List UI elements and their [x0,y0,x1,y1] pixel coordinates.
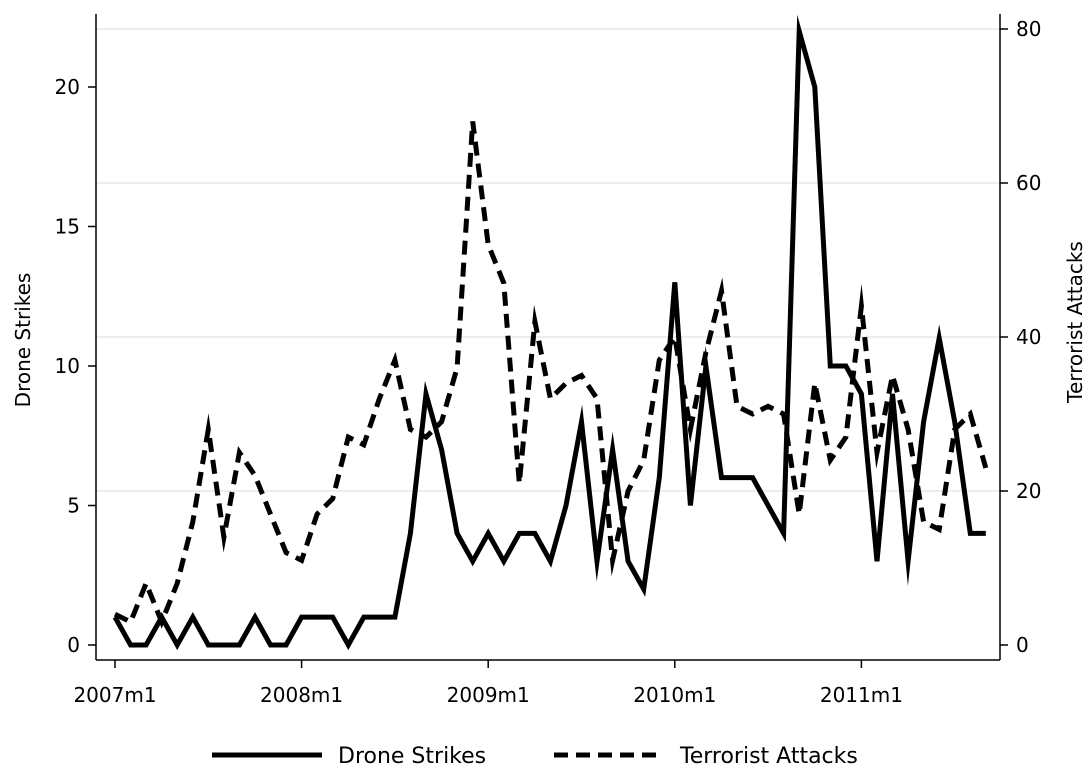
legend: Drone Strikes Terrorist Attacks [212,744,858,769]
legend-label-terrorist-attacks: Terrorist Attacks [679,744,858,769]
x-tick-label: 2008m1 [260,683,343,707]
series-line-terrorist-attacks [113,121,989,629]
x-tick-label: 2007m1 [73,683,156,707]
legend-label-drone-strikes: Drone Strikes [338,744,486,769]
right-tick-label: 40 [1016,325,1041,349]
left-y-ticks: 0 5 10 15 20 [55,75,96,657]
left-tick-label: 10 [55,354,80,378]
right-tick-label: 60 [1016,171,1041,195]
right-axis-title: Terrorist Attacks [1063,241,1087,404]
left-tick-label: 20 [55,75,80,99]
x-tick-label: 2010m1 [633,683,716,707]
left-tick-label: 0 [67,633,80,657]
left-tick-label: 5 [67,494,80,518]
left-axis-title: Drone Strikes [11,273,35,408]
series-layer [112,14,989,651]
right-tick-label: 0 [1016,633,1029,657]
x-tick-label: 2009m1 [447,683,530,707]
left-tick-label: 15 [55,215,80,239]
x-ticks: 2007m1 2008m1 2009m1 2010m1 2011m1 [73,660,903,707]
gridlines [96,28,1000,492]
series-line-drone-strikes [112,14,986,651]
right-tick-label: 20 [1016,479,1041,503]
right-tick-label: 80 [1016,17,1041,41]
right-y-ticks: 0 20 40 60 80 [1000,17,1041,657]
x-tick-label: 2011m1 [820,683,903,707]
